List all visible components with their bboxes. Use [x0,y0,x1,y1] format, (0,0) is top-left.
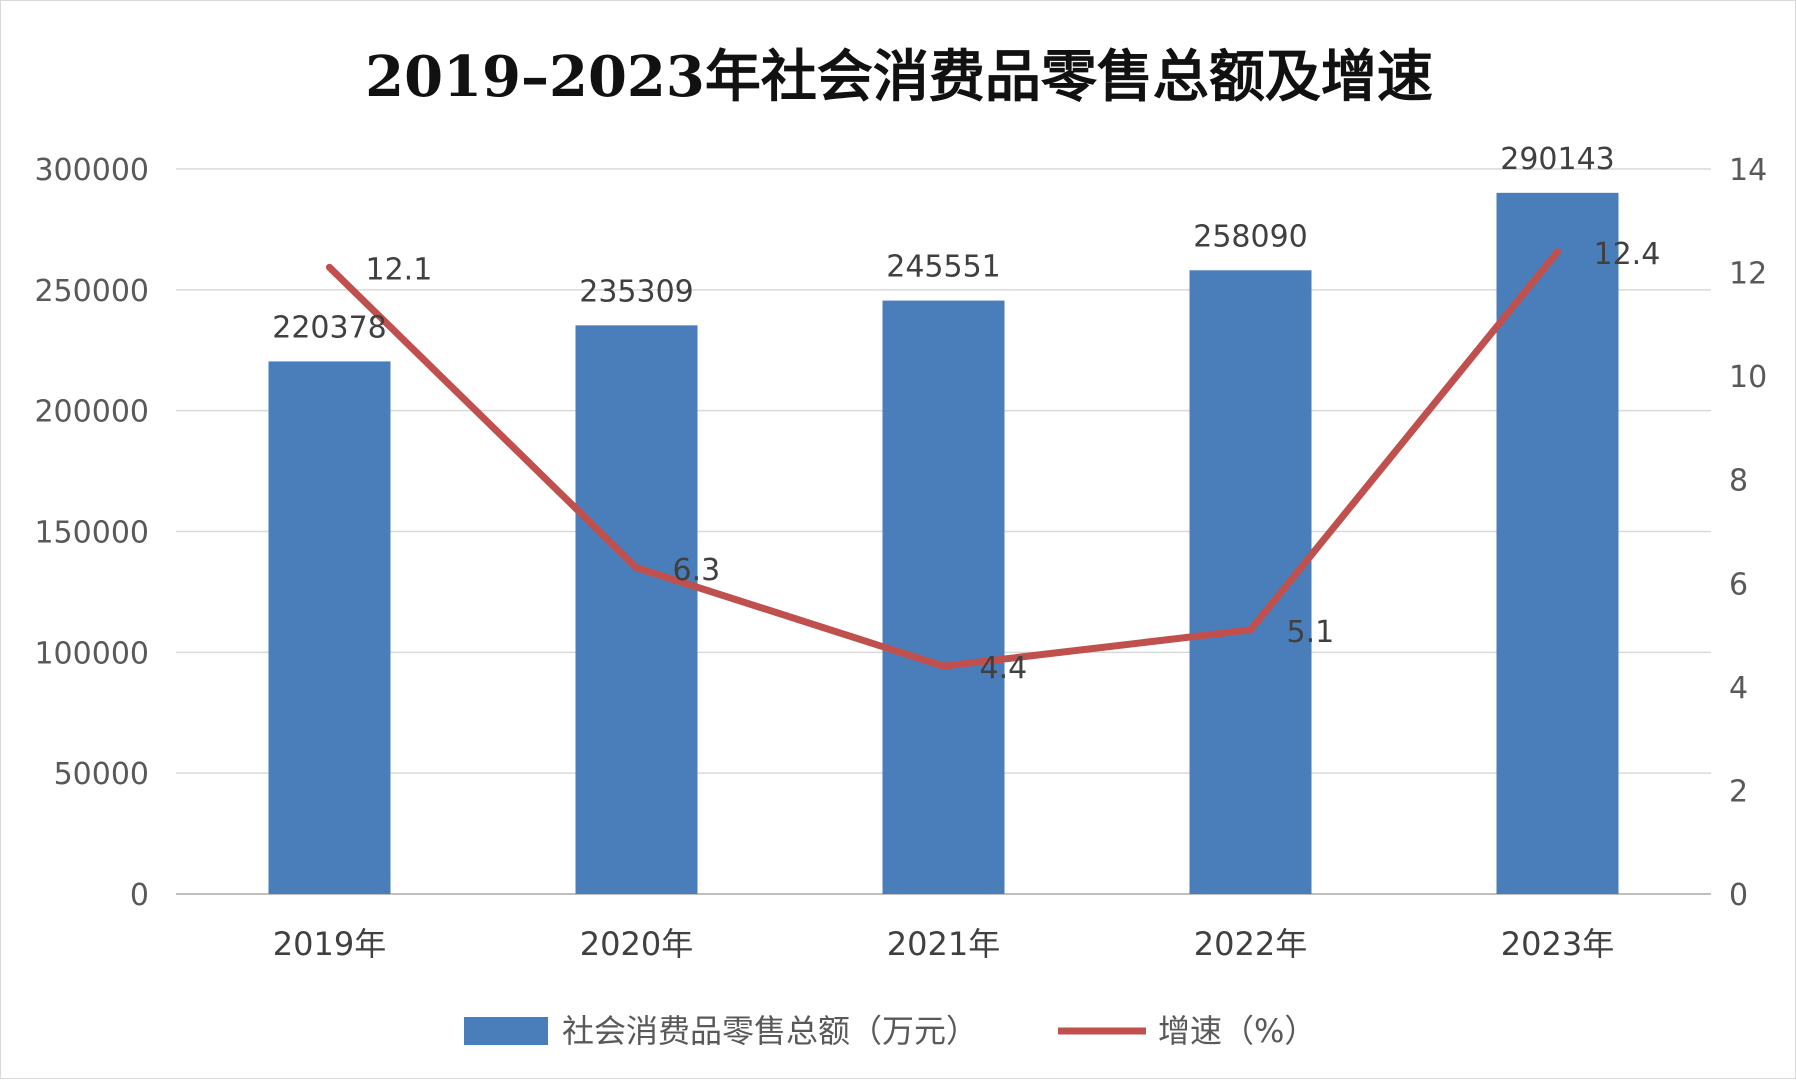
data-labels: 220378 235309 245551 258090 290143 12.1 6.3 4.4… [272,142,1660,686]
legend-bar-swatch [464,1017,548,1045]
line-value-label: 6.3 [673,553,721,588]
bar-value-label: 290143 [1500,142,1615,177]
chart-title: 2019–2023年社会消费品零售总额及增速 [365,44,1433,110]
left-tick-label: 50000 [54,757,149,792]
right-axis: 0 2 4 6 8 10 12 14 [1729,153,1767,913]
right-tick-label: 12 [1729,257,1767,292]
category-label: 2021年 [887,925,1000,963]
bar-value-label: 220378 [272,310,387,345]
legend-bar-label: 社会消费品零售总额（万元） [562,1012,978,1050]
right-tick-label: 2 [1729,774,1748,809]
category-label: 2020年 [580,925,693,963]
right-tick-label: 14 [1729,153,1767,188]
left-axis: 0 50000 100000 150000 200000 250000 300000 [34,153,149,913]
line-point-2021年 [940,662,947,670]
right-tick-label: 0 [1729,878,1748,913]
line-value-label: 4.4 [980,651,1028,686]
category-label: 2023年 [1501,925,1614,963]
left-tick-label: 150000 [34,516,149,551]
line-point-2020年 [633,564,640,572]
right-tick-label: 4 [1729,671,1748,706]
left-tick-label: 0 [130,878,149,913]
bar-2020年 [575,325,698,895]
bar-2023年 [1496,192,1619,894]
bar-series [268,192,1619,895]
line-value-label: 12.1 [366,252,433,287]
legend: 社会消费品零售总额（万元） 增速（%） [464,1012,1316,1050]
line-value-label: 12.4 [1594,237,1661,272]
line-value-label: 5.1 [1287,615,1335,650]
category-label: 2019年 [273,925,386,963]
right-tick-label: 10 [1729,360,1767,395]
left-tick-label: 250000 [34,274,149,309]
bar-value-label: 245551 [886,250,1001,285]
bar-value-label: 258090 [1193,219,1308,254]
bar-value-label: 235309 [579,274,694,309]
bar-2019年 [268,361,391,895]
right-tick-label: 6 [1729,567,1748,602]
line-point-2022年 [1247,626,1254,634]
legend-line-label: 增速（%） [1158,1012,1316,1050]
right-tick-label: 8 [1729,464,1748,499]
category-label: 2022年 [1194,925,1307,963]
left-tick-label: 100000 [34,636,149,671]
left-tick-label: 300000 [34,153,149,188]
line-series [326,248,1561,670]
line-point-2023年 [1554,248,1561,256]
category-axis: 2019年 2020年 2021年 2022年 2023年 [273,925,1614,963]
left-tick-label: 200000 [34,395,149,430]
line-point-2019年 [326,263,333,271]
bar-2021年 [882,300,1005,894]
